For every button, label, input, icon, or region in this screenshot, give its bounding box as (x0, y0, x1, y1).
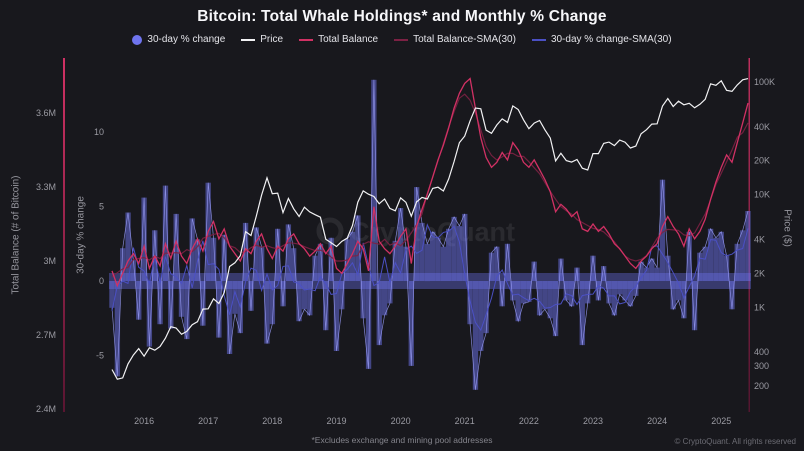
legend-line-marker (299, 38, 314, 41)
legend-item-1[interactable]: Price (241, 34, 283, 45)
legend-label: 30-day % change (147, 34, 226, 45)
y-tick-pct: 0 (99, 276, 104, 286)
legend-line-marker (394, 38, 409, 41)
balance-axis-spine (63, 58, 65, 412)
total-balance-line (111, 77, 749, 288)
x-tick-year: 2024 (647, 416, 667, 426)
pct-change-line (111, 79, 749, 390)
legend-item-4[interactable]: 30-day % change-SMA(30) (531, 34, 672, 45)
y-tick-balance: 3.6M (36, 108, 56, 118)
legend-line-marker (241, 38, 256, 41)
x-tick-year: 2023 (583, 416, 603, 426)
x-tick-year: 2017 (198, 416, 218, 426)
series-layer (109, 77, 751, 390)
x-tick-year: 2019 (326, 416, 346, 426)
legend-item-3[interactable]: Total Balance-SMA(30) (394, 34, 516, 45)
y-tick-price: 4K (754, 235, 765, 245)
y-tick-price: 200 (754, 381, 769, 391)
y-tick-balance: 2.7M (36, 330, 56, 340)
legend-label: 30-day % change-SMA(30) (550, 34, 672, 45)
x-tick-year: 2025 (711, 416, 731, 426)
legend-label: Price (260, 34, 284, 45)
y-tick-price: 100K (754, 77, 775, 87)
legend-item-0[interactable]: 30-day % change (132, 34, 225, 45)
price-line (111, 78, 749, 380)
axis-label-price: Price ($) (781, 209, 793, 247)
chart-legend: 30-day % change Price Total Balance Total B… (0, 34, 804, 45)
y-tick-pct: -5 (96, 351, 104, 361)
y-tick-price: 300 (754, 361, 769, 371)
copyright-note: © CryptoQuant. All rights reserved (674, 437, 797, 446)
x-tick-year: 2016 (134, 416, 154, 426)
y-tick-price: 40K (754, 122, 770, 132)
legend-circle-marker (132, 34, 143, 45)
x-tick-year: 2018 (262, 416, 282, 426)
legend-item-2[interactable]: Total Balance (299, 34, 378, 45)
x-tick-year: 2020 (391, 416, 411, 426)
y-tick-price: 1K (754, 302, 765, 312)
legend-label: Total Balance (318, 34, 379, 45)
legend-line-marker (531, 38, 546, 41)
y-tick-price: 10K (754, 190, 770, 200)
y-tick-pct: 5 (99, 202, 104, 212)
y-tick-balance: 2.4M (36, 404, 56, 414)
y-tick-balance: 3M (43, 256, 56, 266)
y-tick-pct: 10 (94, 127, 104, 137)
legend-label: Total Balance-SMA(30) (413, 34, 516, 45)
chart-footnote: *Excludes exchange and mining pool addre… (311, 435, 493, 445)
y-tick-price: 400 (754, 347, 769, 357)
y-tick-price: 20K (754, 156, 770, 166)
y-tick-price: 2K (754, 268, 765, 278)
chart-title: Bitcoin: Total Whale Holdings* and Month… (197, 8, 607, 25)
pct-change-sma-line (111, 223, 749, 332)
axis-label-pct-change: 30-day % change (75, 196, 87, 274)
y-tick-balance: 3.3M (36, 182, 56, 192)
axis-label-total-balance: Total Balance (# of Bitcoin) (10, 175, 22, 295)
x-tick-year: 2022 (519, 416, 539, 426)
x-tick-year: 2021 (455, 416, 475, 426)
